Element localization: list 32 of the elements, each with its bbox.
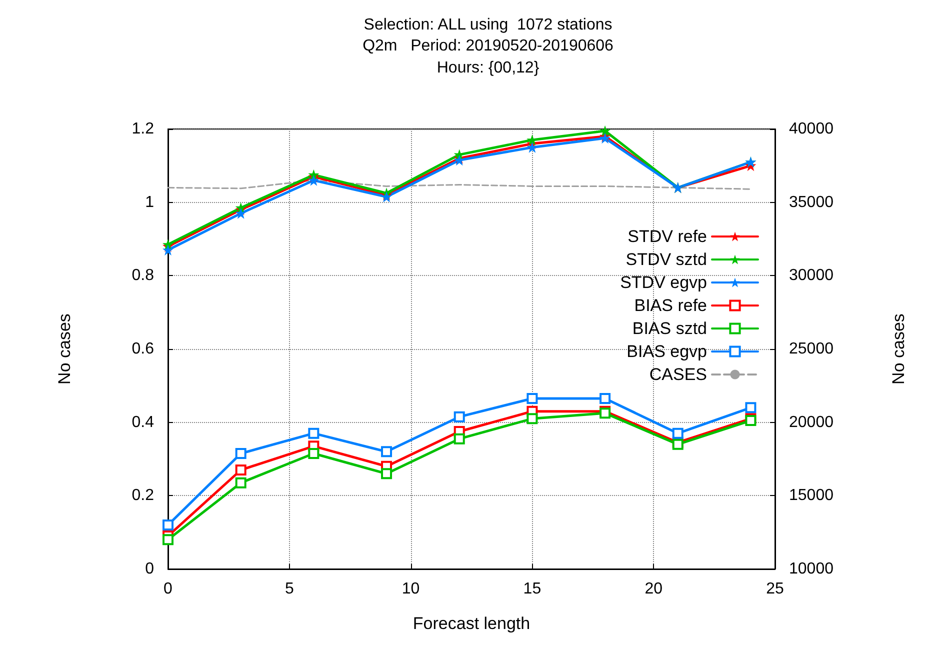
y-tick-label: 0 <box>145 560 154 578</box>
legend-label: BIAS sztd <box>632 319 707 338</box>
x-axis-title: Forecast length <box>412 614 530 633</box>
y2-axis-title: No cases <box>889 314 908 384</box>
y-tick-label: 0.6 <box>132 340 154 358</box>
x-tick-label: 0 <box>164 580 173 598</box>
y-tick-label: 1 <box>145 194 154 211</box>
chart-subtitle: Q2m Period: 20190520-20190606 Hours: {00,12} <box>362 38 614 76</box>
legend-label: BIAS egvp <box>626 342 707 361</box>
y-tick-label: 0.2 <box>132 487 154 504</box>
x-tick-label: 5 <box>284 580 294 598</box>
y2-tick-label: 15000 <box>789 487 834 504</box>
legend-label: STDV refe <box>628 227 707 246</box>
y-axis-title: No cases <box>55 314 74 384</box>
y-tick-label: 0.4 <box>132 414 154 431</box>
x-tick-label: 25 <box>766 580 784 598</box>
y2-tick-label: 20000 <box>789 414 834 431</box>
legend-label: CASES <box>649 365 707 384</box>
y2-tick-label: 35000 <box>789 194 834 211</box>
y2-tick-label: 25000 <box>789 340 834 358</box>
legend-label: BIAS refe <box>634 296 707 315</box>
x-tick-label: 10 <box>402 580 420 598</box>
chart-title: Selection: ALL using 1072 stations <box>364 16 612 34</box>
y-tick-label: 0.8 <box>132 267 154 284</box>
y2-tick-label: 30000 <box>789 267 834 284</box>
y2-tick-label: 40000 <box>789 120 834 138</box>
x-tick-label: 20 <box>644 580 663 598</box>
y-tick-label: 1.2 <box>132 120 154 138</box>
legend-label: STDV sztd <box>626 250 707 269</box>
legend-label: STDV egvp <box>620 273 707 292</box>
y2-tick-label: 10000 <box>789 560 834 578</box>
x-tick-label: 15 <box>523 580 542 598</box>
